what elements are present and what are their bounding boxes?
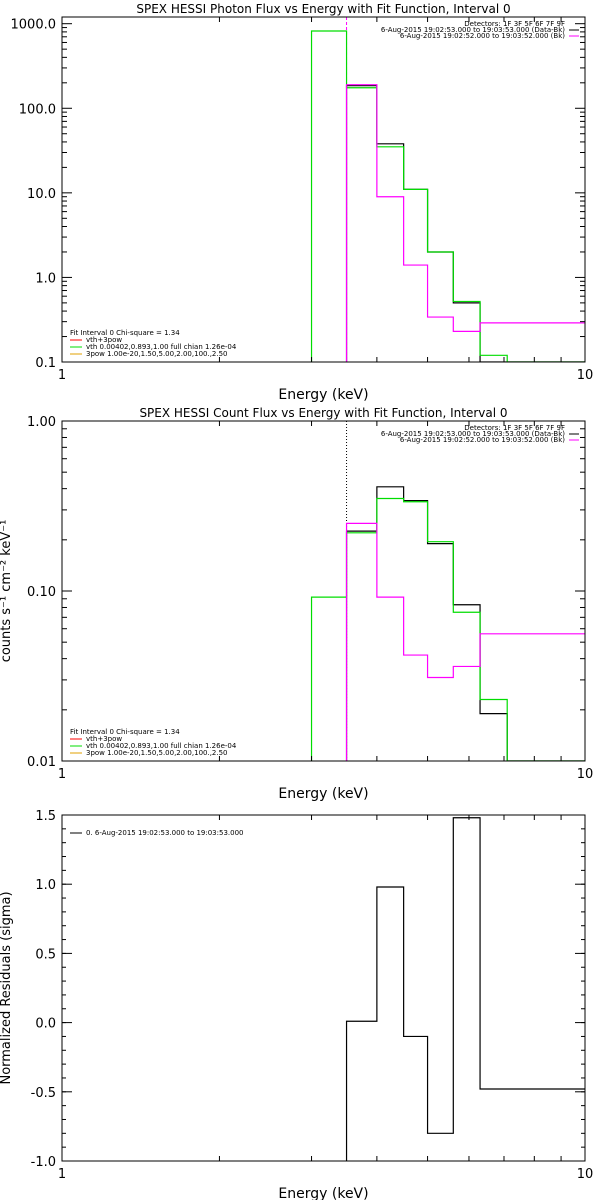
chart-title: SPEX HESSI Count Flux vs Energy with Fit…: [139, 406, 507, 420]
chart-title: SPEX HESSI Photon Flux vs Energy with Fi…: [136, 2, 510, 16]
legend-left-entry: vth+3pow: [86, 735, 122, 743]
y-tick-label: 1.00: [27, 415, 56, 430]
x-axis-label: Energy (keV): [278, 786, 368, 802]
legend-left-entry: vth 0.00402,0.893,1.00 full chian 1.26e-…: [86, 343, 237, 351]
plot-frame: [61, 420, 586, 762]
legend-right-entry: Detectors: 1F 3F 5F 6F 7F 9F: [464, 20, 565, 28]
data-layer: [310, 421, 585, 761]
y-axis-label: counts s⁻¹ cm⁻² keV⁻¹: [0, 520, 14, 663]
plot-frame: [61, 814, 586, 1162]
series-3-histogram: [345, 522, 585, 761]
y-tick-label: 0.5: [35, 947, 56, 962]
series-1-histogram: [345, 486, 585, 761]
legend-left-entry: 3pow 1.00e-20,1.50,5.00,2.00,100.,2.50: [86, 749, 228, 757]
data-layer: [310, 17, 585, 362]
series-3-histogram: [345, 84, 585, 362]
plot-frame: [61, 16, 586, 363]
legend-right-entry: 6-Aug-2015 19:02:53.000 to 19:03:53.000 …: [381, 430, 565, 438]
x-tick-label: 1: [58, 1167, 66, 1182]
legend-right-entry: Detectors: 1F 3F 5F 6F 7F 9F: [464, 424, 565, 432]
y-tick-label: 1.0: [35, 878, 56, 893]
x-tick-label: 10: [577, 767, 594, 782]
x-tick-label: 1: [58, 368, 66, 383]
panel-1: 1 10 0.1 1.0 10.0 100.0 1000.0 SPEX HESSI Photo…: [11, 2, 594, 403]
legend-left-entry: vth 0.00402,0.893,1.00 full chian 1.26e-…: [86, 742, 237, 750]
y-axis-label: Normalized Residuals (sigma): [0, 891, 14, 1084]
legend-right-entry: 6-Aug-2015 19:02:53.000 to 19:03:53.000 …: [381, 26, 565, 34]
x-axis-label: Energy (keV): [278, 387, 368, 403]
legend-right-entry: 6-Aug-2015 19:02:52.000 to 19:03:52.000 …: [400, 436, 565, 444]
series-2-histogram: [310, 497, 585, 761]
y-tick-label: -1.0: [31, 1155, 56, 1170]
series-1-histogram: [345, 817, 585, 1161]
legend-right-entry: 6-Aug-2015 19:02:52.000 to 19:03:52.000 …: [400, 32, 565, 40]
y-tick-label: 0.0: [35, 1017, 56, 1032]
y-tick-label: 100.0: [19, 102, 56, 117]
legend-left-entry: 0. 6-Aug-2015 19:02:53.000 to 19:03:53.0…: [86, 829, 244, 837]
y-tick-label: 1.0: [35, 271, 56, 286]
x-tick-label: 10: [577, 1167, 594, 1182]
y-tick-label: -0.5: [31, 1086, 56, 1101]
y-tick-label: 1000.0: [11, 18, 57, 33]
x-axis-label: Energy (keV): [278, 1186, 368, 1200]
series-1-histogram: [345, 85, 585, 362]
legend-left-entry: vth+3pow: [86, 336, 122, 344]
y-tick-label: 10.0: [27, 187, 56, 202]
y-tick-label: 1.5: [35, 809, 56, 824]
panel-3: 1 10 -1.0 -0.5 0.0 0.5 1.0 1.5 Energy (keV) Norma…: [0, 809, 593, 1200]
legend-left-entry: Fit Interval 0 Chi-square = 1.34: [70, 329, 180, 337]
y-tick-label: 0.1: [35, 356, 56, 371]
y-tick-label: 0.10: [27, 585, 56, 600]
legend-left-entry: Fit Interval 0 Chi-square = 1.34: [70, 728, 180, 736]
panel-2: 1 10 0.01 0.10 1.00 SPEX HESSI Count Flux vs …: [0, 406, 593, 802]
series-2-histogram: [310, 30, 585, 362]
y-tick-label: 0.01: [27, 755, 56, 770]
x-tick-label: 1: [58, 767, 66, 782]
data-layer: [345, 817, 585, 1161]
x-tick-label: 10: [577, 368, 594, 383]
legend-left-entry: 3pow 1.00e-20,1.50,5.00,2.00,100.,2.50: [86, 350, 228, 358]
